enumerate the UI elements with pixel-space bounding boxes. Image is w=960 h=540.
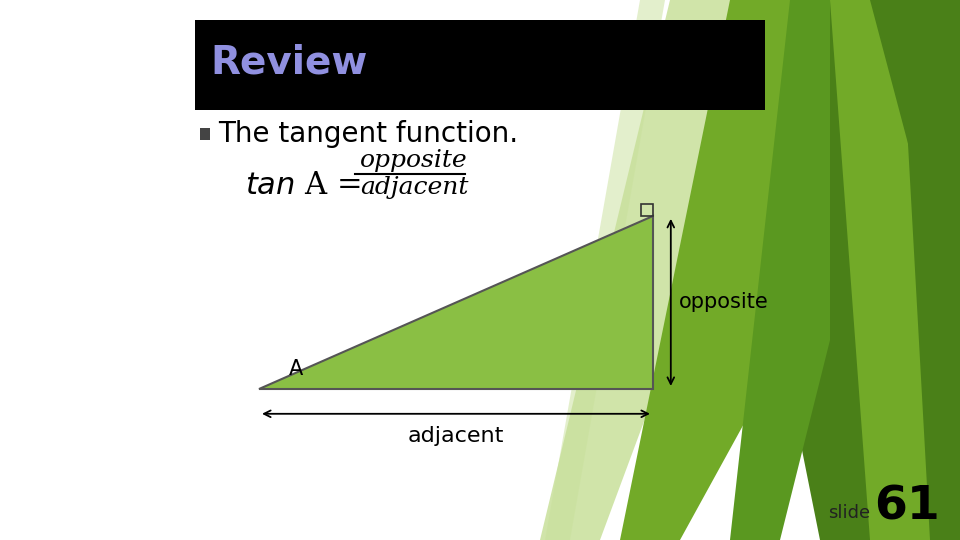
Polygon shape bbox=[780, 0, 960, 540]
Text: slide: slide bbox=[828, 504, 870, 522]
Text: adjacent: adjacent bbox=[360, 176, 468, 199]
Polygon shape bbox=[900, 0, 960, 540]
Polygon shape bbox=[545, 0, 665, 540]
Text: opposite: opposite bbox=[360, 149, 468, 172]
Text: Review: Review bbox=[210, 43, 368, 81]
Bar bbox=[200, 128, 210, 140]
Polygon shape bbox=[730, 0, 830, 540]
Polygon shape bbox=[830, 0, 960, 540]
Text: A: A bbox=[289, 359, 303, 379]
Polygon shape bbox=[620, 0, 790, 540]
Text: 61: 61 bbox=[875, 485, 940, 530]
Text: $\mathit{tan}$ A =: $\mathit{tan}$ A = bbox=[245, 170, 364, 200]
Polygon shape bbox=[540, 0, 730, 540]
Polygon shape bbox=[259, 216, 653, 389]
Text: opposite: opposite bbox=[679, 292, 769, 313]
Bar bbox=[195, 20, 765, 110]
Text: The tangent function.: The tangent function. bbox=[218, 120, 518, 148]
Text: adjacent: adjacent bbox=[408, 426, 504, 446]
